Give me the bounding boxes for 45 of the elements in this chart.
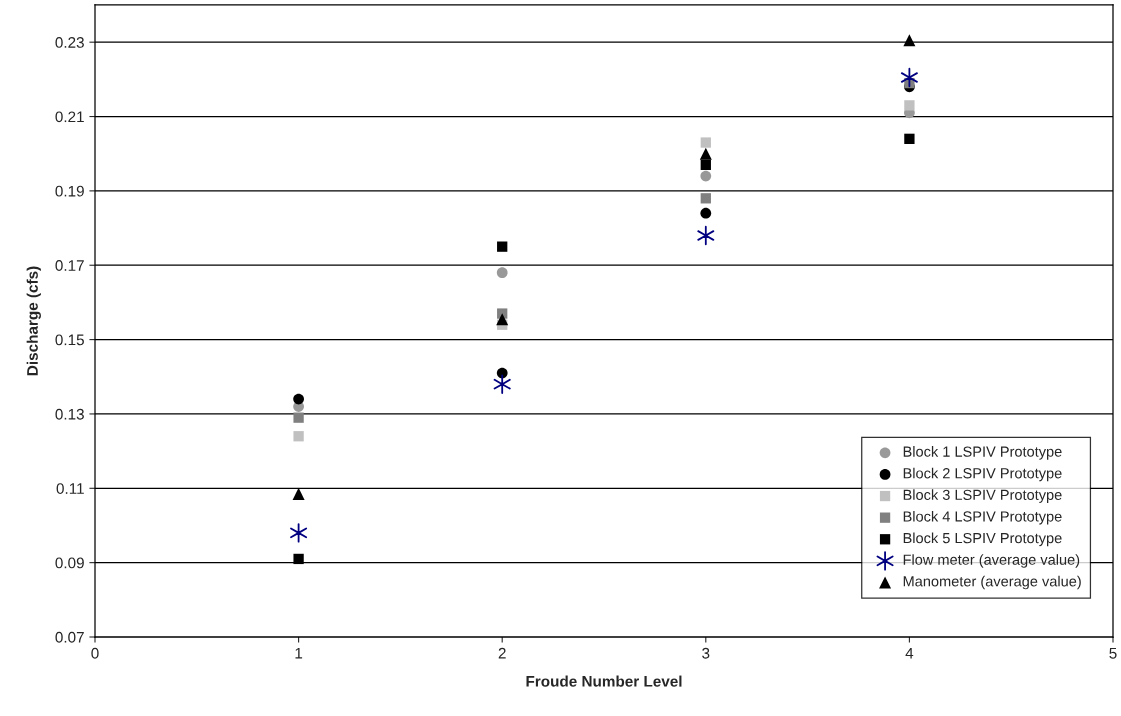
- point: [293, 393, 304, 405]
- point: [700, 193, 711, 204]
- point: [493, 374, 511, 394]
- point: [904, 100, 915, 111]
- legend-label: Block 1 LSPIV Prototype: [903, 446, 1062, 460]
- y-tick-label: 0.17: [55, 260, 84, 271]
- legend-label: Block 5 LSPIV Prototype: [903, 532, 1062, 547]
- x-tick-label: 3: [702, 647, 710, 659]
- y-tick-label: 0.07: [55, 631, 84, 643]
- point: [697, 225, 715, 246]
- legend-label: Block 4 LSPIV Prototype: [903, 510, 1062, 525]
- point: [900, 67, 918, 88]
- point: [699, 147, 712, 160]
- x-axis-title: Froude Number Level: [526, 675, 682, 687]
- point: [700, 170, 712, 182]
- x-tick-label: 4: [905, 647, 914, 659]
- legend-label: Flow meter (average value): [903, 554, 1080, 568]
- y-axis-title: Discharge (cfs): [26, 266, 41, 376]
- point: [290, 523, 308, 543]
- point: [700, 207, 712, 219]
- point: [292, 487, 305, 500]
- y-tick-label: 0.23: [55, 37, 84, 48]
- point: [496, 313, 509, 326]
- point: [293, 412, 304, 423]
- y-tick-label: 0.09: [55, 557, 84, 569]
- point: [904, 133, 915, 144]
- legend-label: Manometer (average value): [903, 575, 1081, 590]
- point: [700, 159, 711, 171]
- point: [700, 137, 711, 148]
- x-tick-label: 0: [91, 647, 99, 659]
- x-tick-label: 2: [498, 647, 506, 659]
- point: [293, 431, 304, 442]
- legend-label: Block 2 LSPIV Prototype: [903, 467, 1062, 482]
- y-tick-label: 0.15: [55, 334, 84, 346]
- y-tick-label: 0.19: [55, 185, 84, 197]
- point: [497, 241, 508, 252]
- point: [293, 553, 304, 565]
- y-tick-label: 0.11: [56, 483, 84, 494]
- x-tick-label: 1: [295, 647, 303, 659]
- x-tick-label: 5: [1109, 647, 1117, 659]
- point: [496, 267, 508, 279]
- legend-label: Block 3 LSPIV Prototype: [903, 489, 1062, 503]
- y-tick-label: 0.13: [55, 408, 84, 420]
- point: [903, 34, 916, 47]
- y-tick-label: 0.21: [55, 111, 84, 123]
